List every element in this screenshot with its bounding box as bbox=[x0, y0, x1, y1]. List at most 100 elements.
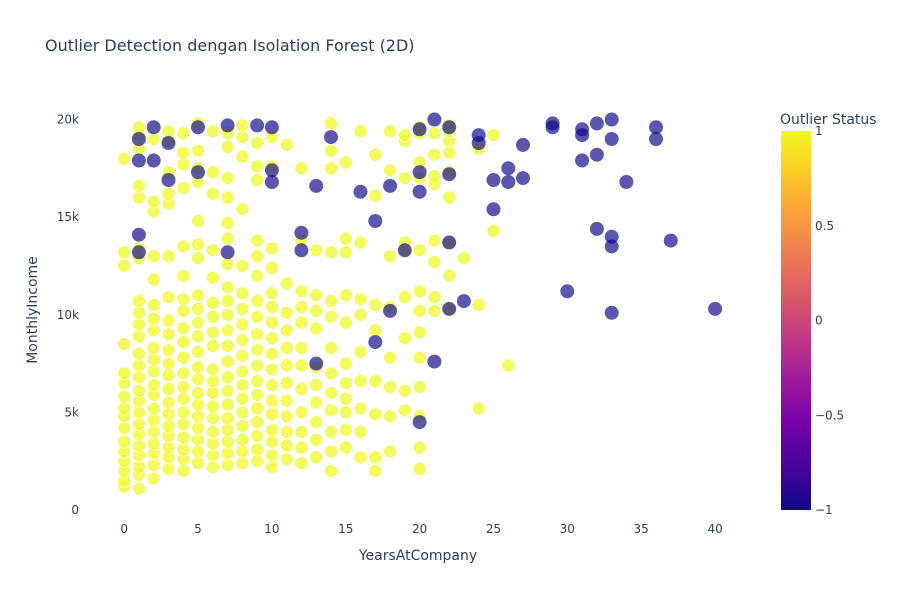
inlier-point bbox=[191, 251, 205, 265]
outlier-point bbox=[264, 120, 279, 135]
inlier-point bbox=[191, 237, 205, 252]
inlier-point bbox=[191, 329, 205, 344]
inlier-point bbox=[368, 298, 383, 312]
inlier-point bbox=[235, 405, 250, 420]
outlier-point bbox=[427, 112, 442, 127]
inlier-point bbox=[220, 171, 235, 185]
inlier-point bbox=[353, 235, 368, 250]
inlier-point bbox=[161, 368, 176, 383]
inlier-point bbox=[176, 268, 191, 283]
inlier-point bbox=[324, 309, 338, 324]
inlier-point bbox=[265, 261, 279, 275]
outlier-point bbox=[412, 122, 427, 137]
inlier-point bbox=[383, 249, 397, 264]
inlier-point bbox=[324, 425, 338, 439]
inlier-point bbox=[146, 401, 161, 416]
inlier-point bbox=[220, 140, 235, 154]
inlier-point bbox=[309, 304, 324, 318]
inlier-point bbox=[486, 224, 501, 238]
inlier-point bbox=[427, 169, 442, 183]
outlier-point bbox=[501, 175, 516, 189]
colorbar: Outlier Status 1 0.5 0 −0.5 −1 bbox=[780, 112, 877, 517]
inlier-point bbox=[338, 231, 353, 246]
outlier-point bbox=[589, 147, 604, 162]
inlier-point bbox=[176, 405, 191, 420]
inlier-point bbox=[265, 315, 279, 330]
inlier-point bbox=[324, 464, 338, 478]
outlier-point bbox=[294, 243, 309, 258]
inlier-point bbox=[206, 165, 220, 179]
inlier-point bbox=[353, 292, 368, 306]
inlier-point bbox=[191, 288, 205, 303]
inlier-point bbox=[176, 464, 191, 478]
inlier-point bbox=[309, 432, 324, 447]
inlier-point bbox=[471, 298, 486, 312]
inlier-point bbox=[383, 163, 397, 178]
inlier-point bbox=[132, 438, 146, 453]
inlier-point bbox=[220, 231, 235, 246]
inlier-point bbox=[235, 286, 250, 301]
inlier-point bbox=[220, 411, 235, 426]
inlier-point bbox=[220, 446, 235, 461]
inlier-point bbox=[294, 405, 309, 420]
inlier-point bbox=[250, 358, 264, 373]
inlier-point bbox=[250, 136, 264, 150]
inlier-point bbox=[235, 364, 250, 379]
outlier-point bbox=[412, 184, 427, 199]
inlier-point bbox=[146, 132, 161, 146]
outlier-point bbox=[604, 132, 619, 146]
inlier-point bbox=[309, 378, 324, 392]
inlier-point bbox=[279, 425, 294, 439]
y-tick-label: 10k bbox=[57, 308, 79, 322]
inlier-point bbox=[117, 151, 131, 166]
inlier-point bbox=[442, 190, 457, 205]
inlier-point bbox=[146, 458, 161, 472]
y-tick-label: 20k bbox=[57, 113, 79, 127]
outlier-point bbox=[427, 354, 442, 369]
inlier-point bbox=[294, 315, 309, 330]
inlier-point bbox=[250, 387, 264, 402]
inlier-point bbox=[235, 378, 250, 392]
inlier-point bbox=[235, 302, 250, 316]
inlier-point bbox=[279, 438, 294, 453]
inlier-point bbox=[265, 434, 279, 449]
inlier-point bbox=[368, 450, 383, 465]
inlier-point bbox=[132, 317, 146, 332]
inlier-point bbox=[383, 380, 397, 394]
outlier-point bbox=[131, 245, 146, 260]
inlier-point bbox=[132, 481, 146, 496]
outlier-point bbox=[220, 245, 235, 260]
inlier-point bbox=[220, 370, 235, 385]
outlier-point bbox=[412, 415, 427, 430]
inlier-point bbox=[412, 284, 427, 299]
colorbar-tick-label: 1 bbox=[815, 124, 823, 138]
outlier-point bbox=[560, 284, 575, 299]
inlier-point bbox=[368, 374, 383, 388]
inlier-point bbox=[427, 233, 442, 248]
inlier-point bbox=[146, 436, 161, 451]
inlier-point bbox=[235, 317, 250, 332]
inlier-point bbox=[265, 331, 279, 346]
inlier-point bbox=[265, 407, 279, 422]
inlier-point bbox=[132, 370, 146, 385]
inlier-point bbox=[294, 456, 309, 470]
inlier-point bbox=[338, 155, 353, 170]
inlier-point bbox=[324, 245, 338, 260]
inlier-point bbox=[161, 440, 176, 455]
y-tick-label: 15k bbox=[57, 210, 79, 224]
inlier-point bbox=[353, 345, 368, 359]
inlier-point bbox=[324, 341, 338, 355]
inlier-point bbox=[383, 350, 397, 365]
inlier-point bbox=[442, 145, 457, 160]
colorbar-tick-label: −1 bbox=[815, 503, 833, 517]
x-tick-label: 35 bbox=[634, 522, 649, 536]
inlier-point bbox=[324, 144, 338, 158]
inlier-point bbox=[265, 378, 279, 392]
inlier-point bbox=[353, 450, 368, 465]
x-axis-title: YearsAtCompany bbox=[358, 548, 477, 564]
inlier-point bbox=[324, 386, 338, 400]
inlier-point bbox=[206, 339, 220, 353]
inlier-point bbox=[206, 386, 220, 400]
inlier-point bbox=[250, 428, 264, 443]
inlier-point bbox=[161, 382, 176, 396]
